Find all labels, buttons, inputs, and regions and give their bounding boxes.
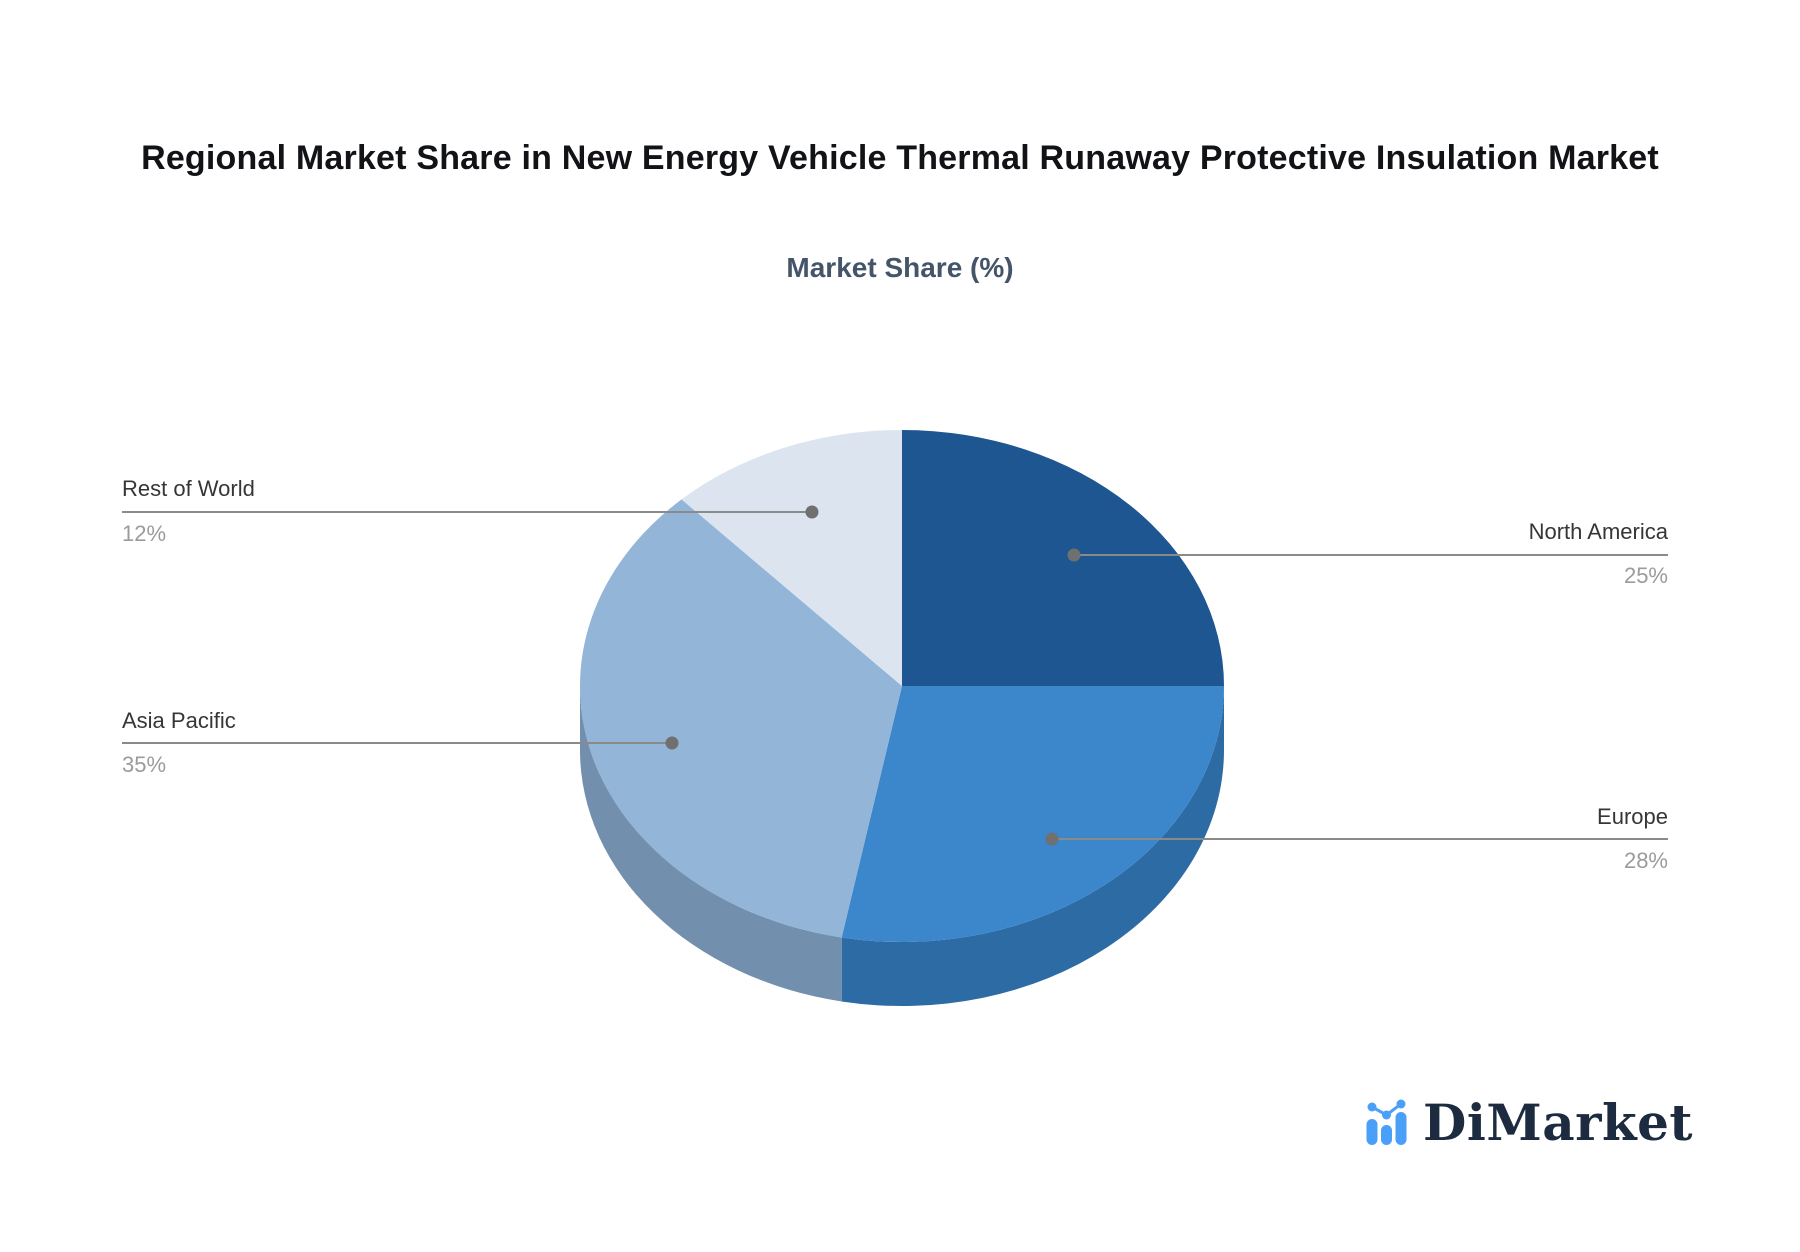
slice-pct-europe: 28% (1623, 848, 1668, 873)
chart-subtitle: Market Share (%) (786, 252, 1014, 283)
pie-slice-europe (841, 686, 1224, 942)
slice-pct-rest-of-world: 12% (122, 521, 167, 546)
pie-slice-asia-pacific (580, 499, 902, 938)
dimarket-logo: DiMarket (1366, 1094, 1693, 1148)
slice-pct-north-america: 25% (1623, 563, 1668, 588)
slice-label-north-america: North America (1528, 519, 1668, 544)
slice-pct-asia-pacific: 35% (122, 752, 167, 777)
leader-dot-europe (1045, 832, 1059, 846)
pie-slice-north-america (902, 430, 1224, 686)
logo-text: DiMarket (1423, 1093, 1693, 1152)
slice-label-rest-of-world: Rest of World (122, 476, 255, 501)
leader-dot-north-america (1067, 548, 1081, 562)
slice-label-asia-pacific: Asia Pacific (122, 708, 236, 733)
pie-slice-rest-of-world (681, 430, 902, 686)
bar-line-chart-icon (1366, 1099, 1407, 1145)
leader-dot-rest-of-world (805, 505, 819, 519)
pie-slice-side-europe (841, 686, 1224, 1007)
leader-dot-asia-pacific (665, 736, 679, 750)
chart-title: Regional Market Share in New Energy Vehi… (141, 139, 1659, 177)
pie-slice-side-asia-pacific (580, 686, 842, 1002)
slice-label-europe: Europe (1597, 804, 1668, 829)
